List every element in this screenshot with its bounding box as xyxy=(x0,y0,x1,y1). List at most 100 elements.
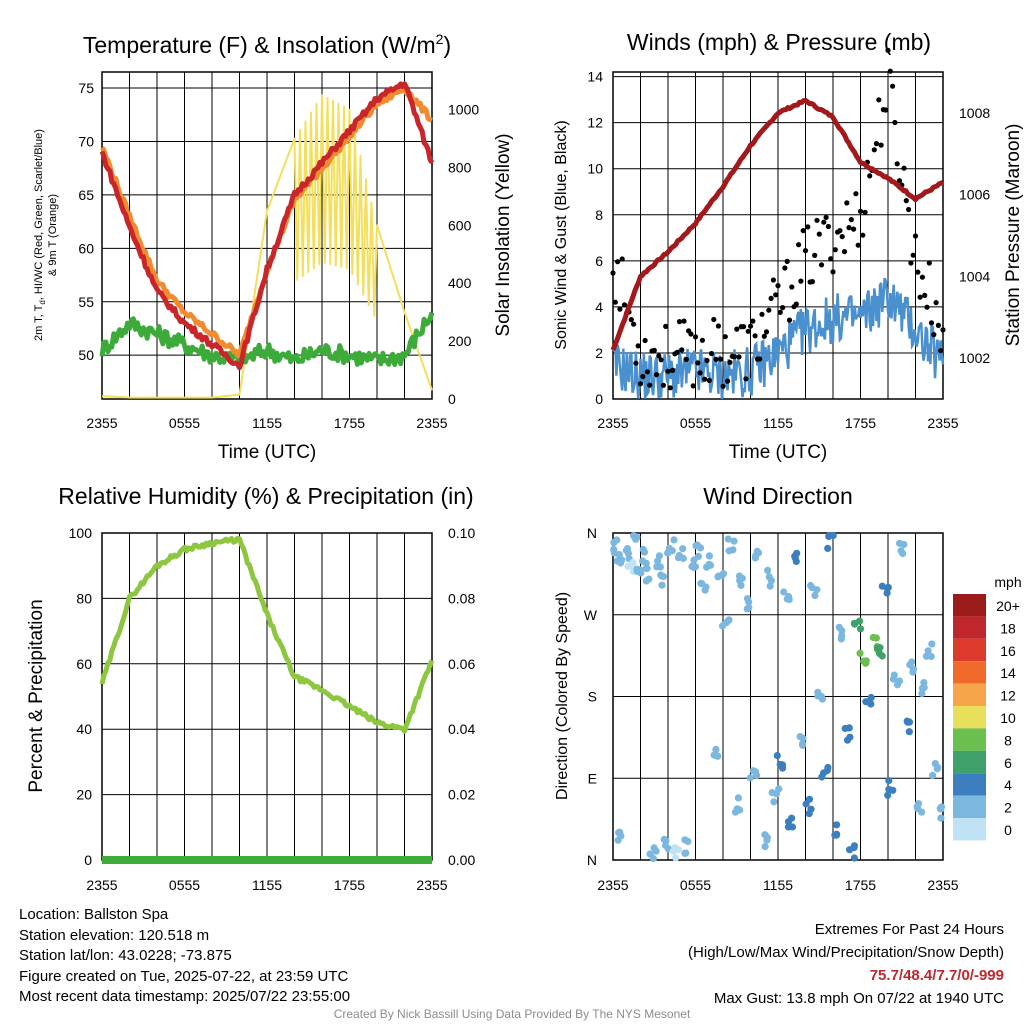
legend-label: 8 xyxy=(1004,732,1012,748)
y-tick-label: 10 xyxy=(587,161,603,177)
gust-point xyxy=(619,256,625,262)
gust-point xyxy=(660,382,667,388)
y2-tick-label: 1004 xyxy=(959,268,990,284)
direction-ylabel: Direction (Colored By Speed) xyxy=(554,592,571,800)
gust-point xyxy=(798,278,804,284)
gust-point xyxy=(621,302,628,308)
direction-point xyxy=(824,544,832,553)
y-tick-label: 20 xyxy=(76,787,92,803)
direction-point xyxy=(714,752,722,760)
direction-point xyxy=(705,552,714,560)
legend-label: 6 xyxy=(1004,755,1012,771)
gust-point xyxy=(773,292,779,298)
x-tick-label: 0555 xyxy=(680,415,711,431)
gust-point xyxy=(745,328,751,334)
direction-point xyxy=(772,790,781,798)
x-tick-label: 1155 xyxy=(763,877,793,893)
humidity-title: Relative Humidity (%) & Precipitation (i… xyxy=(58,483,473,509)
gust-point xyxy=(757,356,763,362)
y-tick-label: 0 xyxy=(595,391,603,407)
direction-point xyxy=(905,728,913,736)
direction-point xyxy=(918,808,926,816)
gust-point xyxy=(720,383,726,389)
y2-tick-label: 0.04 xyxy=(448,721,475,737)
direction-point xyxy=(656,563,665,571)
gust-point xyxy=(704,357,710,364)
gust-point xyxy=(736,354,742,360)
gust-point xyxy=(892,119,898,126)
gust-point xyxy=(917,294,923,300)
y2-tick-label: 1000 xyxy=(448,102,479,118)
x-tick-label: 1755 xyxy=(845,877,876,893)
direction-point xyxy=(920,683,928,692)
gust-point xyxy=(658,357,664,363)
gust-point xyxy=(908,260,914,266)
legend-title: mph xyxy=(994,574,1021,590)
y-tick-label: 12 xyxy=(587,115,603,131)
direction-point xyxy=(929,771,937,780)
y-tick-label: 40 xyxy=(76,721,92,737)
gust-point xyxy=(887,68,893,74)
direction-point xyxy=(832,831,841,839)
gust-point xyxy=(644,369,651,375)
gust-point xyxy=(910,252,916,258)
x-tick-label: 1155 xyxy=(763,415,793,431)
legend-label: 2 xyxy=(1004,800,1012,816)
direction-point xyxy=(614,836,622,844)
direction-point xyxy=(799,734,807,742)
humidity-axis-ticks: 0 0.00 20 0.02 40 0.04 60 0.06 80 0.08 100 0.10 2355… xyxy=(69,525,476,893)
x-tick-label: 0555 xyxy=(169,415,200,431)
gust-point xyxy=(809,279,816,285)
gust-point xyxy=(841,249,848,255)
y2-tick-label: 400 xyxy=(448,275,472,291)
direction-point xyxy=(814,692,822,700)
direction-point xyxy=(624,549,633,557)
recent-timestamp: Most recent data timestamp: 2025/07/22 2… xyxy=(19,988,351,1005)
direction-point xyxy=(633,533,641,541)
direction-point xyxy=(746,774,754,782)
temperature-xlabel: Time (UTC) xyxy=(218,442,317,463)
gust-point xyxy=(670,367,676,373)
gust-point xyxy=(761,333,767,339)
gust-point xyxy=(692,334,699,340)
gust-point xyxy=(782,265,788,271)
temperature-ylabel-line1: 2m T, Td, HI/WC (Red, Green, Scarlet/Blu… xyxy=(33,129,47,341)
gust-point xyxy=(876,97,882,103)
temperature-panel: Temperature (F) & Insolation (W/m2) 50 55… xyxy=(33,31,514,463)
series-2m-t-line xyxy=(99,81,435,371)
direction-point xyxy=(869,633,877,642)
direction-point xyxy=(610,545,618,554)
direction-point xyxy=(734,794,743,802)
direction-point xyxy=(664,549,672,557)
direction-point xyxy=(807,805,815,813)
legend-label: 16 xyxy=(1000,643,1016,659)
gust-point xyxy=(915,269,921,275)
gust-point xyxy=(919,274,926,280)
gust-point xyxy=(780,305,786,311)
gust-point xyxy=(816,231,822,237)
legend-swatch xyxy=(953,728,986,751)
gust-point xyxy=(747,323,754,329)
legend-label: 0 xyxy=(1004,822,1012,838)
y-tick-label: 80 xyxy=(76,590,92,606)
legend-label: 12 xyxy=(1000,688,1016,704)
direction-point xyxy=(773,752,781,760)
direction-point xyxy=(610,538,618,547)
direction-point xyxy=(805,795,814,803)
gust-point xyxy=(844,200,850,206)
direction-point xyxy=(899,549,907,558)
gust-point xyxy=(722,334,728,340)
gust-point xyxy=(647,382,653,388)
gust-point xyxy=(768,295,774,301)
direction-point xyxy=(884,791,892,799)
max-gust: Max Gust: 13.8 mph On 07/22 at 1940 UTC xyxy=(713,990,1004,1007)
direction-point xyxy=(615,829,623,837)
extremes-title: Extremes For Past 24 Hours xyxy=(814,921,1004,938)
series-sonic-wind-line xyxy=(611,277,945,400)
direction-point xyxy=(672,854,680,862)
temperature-title: Temperature (F) & Insolation (W/m2) xyxy=(83,31,451,58)
gust-point xyxy=(731,354,738,360)
winds-plot-frame xyxy=(612,71,944,400)
